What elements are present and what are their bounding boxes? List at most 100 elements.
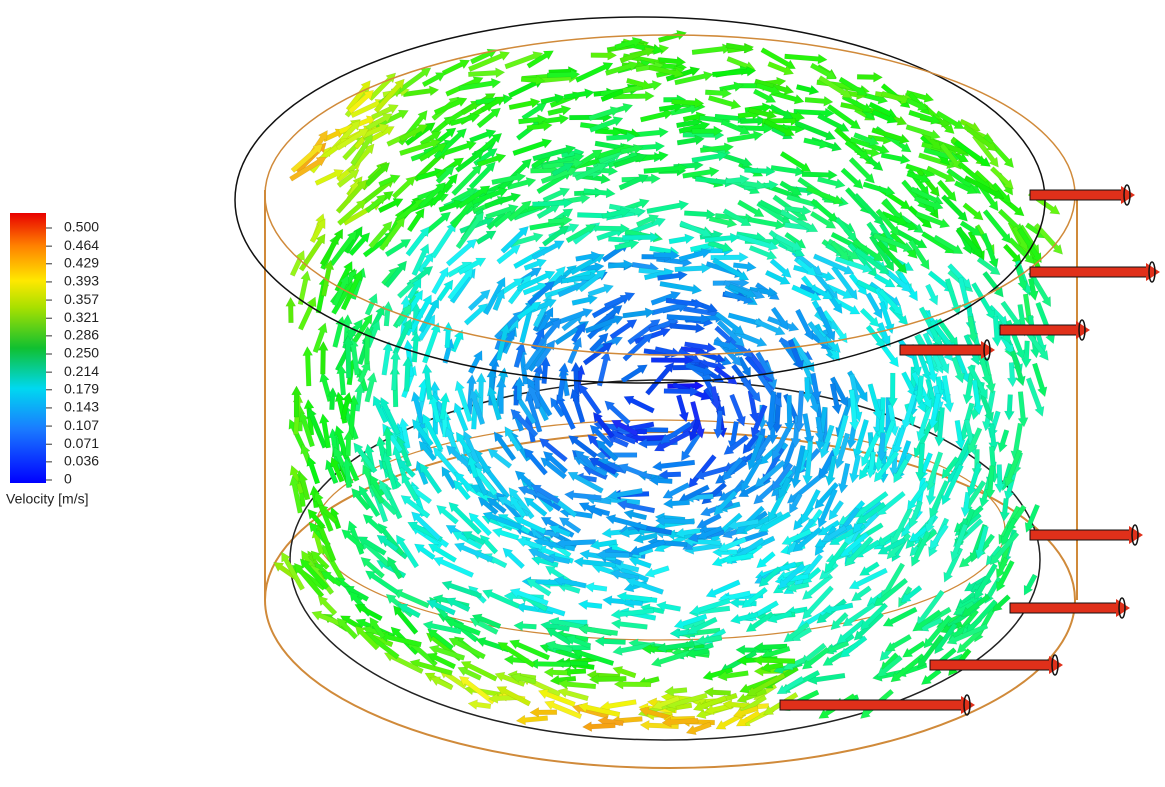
vector-arrow (670, 323, 705, 333)
outlet-arrow (780, 700, 963, 710)
vector-arrow (1000, 498, 1010, 521)
vector-arrow (303, 347, 313, 387)
velocity-plot: Velocity [m/s] 0.500 0.4640.429 0.393 0.357… (0, 0, 1165, 787)
vector-arrow (805, 96, 833, 106)
vector-arrow (857, 72, 883, 82)
vector-arrow (514, 621, 537, 631)
tick-label: 0.071 (64, 435, 99, 451)
color-bar (10, 213, 46, 483)
vector-arrow (579, 384, 602, 415)
vector-arrow (730, 394, 746, 426)
vector-arrow (572, 295, 598, 306)
vector-arrow (591, 50, 617, 60)
vector-arrow (1018, 392, 1028, 428)
vector-arrow (584, 188, 616, 198)
vector-arrow (757, 552, 776, 568)
vector-arrow (1004, 395, 1014, 421)
vector-arrow (730, 612, 758, 624)
vector-arrow (307, 456, 320, 484)
outlet-head (1049, 656, 1063, 674)
vector-arrow (464, 304, 488, 326)
vector-arrow (588, 284, 614, 297)
vector-arrow (578, 600, 602, 610)
tick-label: 0.214 (64, 363, 99, 379)
vector-arrow (652, 460, 695, 471)
vector-arrow (516, 715, 548, 725)
tick-label: 0.143 (64, 399, 99, 415)
vector-arrow (660, 281, 702, 294)
vector-arrow (925, 284, 938, 305)
vector-arrow (544, 667, 567, 677)
vector-arrow (623, 308, 655, 318)
legend-title: Velocity [m/s] (6, 491, 88, 507)
vector-arrow (669, 234, 695, 244)
outlet-head (1121, 186, 1135, 204)
outlet-head (1129, 526, 1143, 544)
tick-label: 0.321 (64, 309, 99, 325)
vector-arrow (558, 679, 596, 689)
vector-arrow (692, 44, 732, 55)
outlet-head (1116, 599, 1130, 617)
outlet-head (1146, 263, 1160, 281)
vector-arrow (384, 261, 406, 288)
vector-arrow (363, 514, 385, 534)
vector-arrow (509, 640, 550, 660)
vector-arrow (585, 582, 608, 592)
vector-arrow (476, 231, 496, 245)
vector-arrow (692, 151, 728, 163)
tick-label: 0.429 (64, 254, 99, 270)
vector-arrow (597, 351, 610, 386)
tick-label: 0.464 (64, 237, 99, 253)
vector-arrow (675, 263, 711, 273)
vector-arrow (608, 488, 643, 500)
vector-arrow (583, 722, 616, 732)
tick-label: 0.357 (64, 291, 99, 307)
vector-arrow (564, 490, 601, 500)
vector-arrow (998, 430, 1009, 453)
tick-label: 0.250 (64, 345, 99, 361)
vector-arrow (795, 391, 805, 433)
vector-arrow (921, 669, 941, 685)
vector-arrow (403, 86, 439, 97)
vector-arrow (611, 619, 647, 629)
tick-label: 0.036 (64, 453, 99, 469)
color-legend: Velocity [m/s] 0.500 0.4640.429 0.393 0.357… (6, 213, 99, 507)
tick-label: 0.393 (64, 273, 99, 289)
vector-arrow (624, 396, 655, 413)
vector-arrow (468, 351, 482, 374)
tick-label: 0.286 (64, 327, 99, 343)
outlet-arrow (1030, 267, 1148, 277)
vector-arrow (922, 232, 955, 254)
outlet-arrow (1010, 603, 1118, 613)
vector-arrow (1024, 574, 1037, 595)
vector-arrow (796, 84, 819, 95)
tick-label: 0.107 (64, 417, 99, 433)
vector-arrow (355, 604, 383, 621)
vector-arrow (971, 282, 995, 320)
vector-arrow (676, 395, 688, 422)
vector-arrow (451, 330, 464, 352)
outlet-arrow (1000, 325, 1078, 335)
tick-label: 0.500 (64, 219, 99, 235)
vector-arrow (608, 260, 633, 270)
vector-arrow (579, 624, 618, 635)
outlet-arrow (930, 660, 1051, 670)
vector-arrow (863, 182, 895, 196)
outlet-arrow (1030, 190, 1123, 200)
outlet-arrow (900, 345, 983, 355)
tick-label: 0.179 (64, 380, 99, 396)
vector-arrow (647, 200, 689, 213)
vector-arrow (825, 542, 849, 574)
vector-arrow (838, 463, 850, 493)
outlet-head (1076, 321, 1090, 339)
vector-arrow (658, 30, 686, 42)
outlet-arrow (1030, 530, 1131, 540)
vector-arrow (881, 153, 910, 164)
vector-arrow (640, 109, 673, 122)
vector-arrow (883, 607, 917, 626)
tick-label: 0 (64, 471, 72, 487)
outlet-head (981, 341, 995, 359)
vector-arrow (286, 297, 296, 323)
vector-arrow (708, 95, 741, 109)
vector-arrow (564, 89, 594, 100)
